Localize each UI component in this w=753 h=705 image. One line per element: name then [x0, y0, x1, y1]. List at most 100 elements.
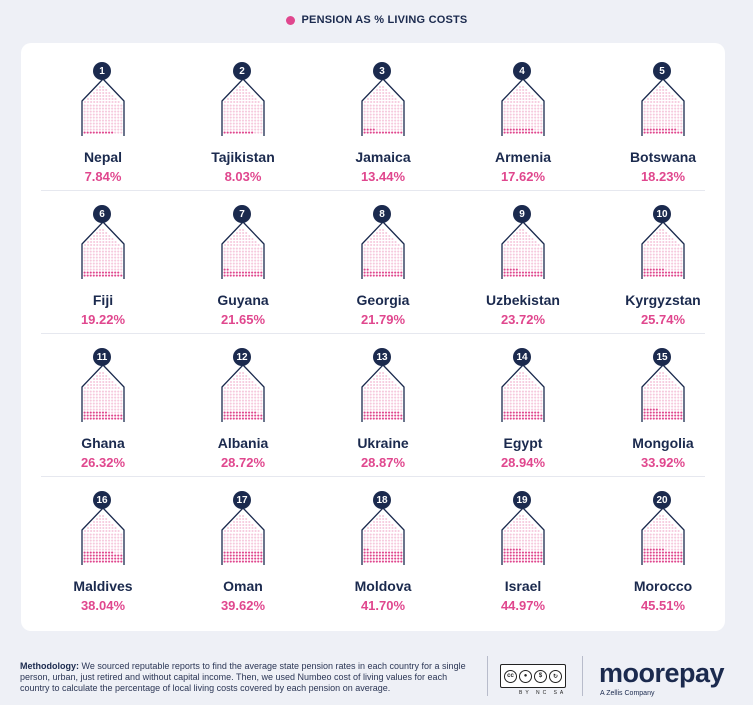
empty-dot [668, 548, 671, 551]
empty-dot [522, 374, 525, 378]
empty-dot [363, 247, 366, 250]
empty-dot [400, 110, 403, 113]
empty-dot [518, 539, 521, 542]
empty-dot [235, 262, 238, 265]
filled-dot [652, 268, 655, 271]
filled-dot [254, 271, 257, 274]
filled-dot [680, 274, 683, 277]
filled-dot [223, 414, 226, 417]
empty-dot [512, 533, 515, 536]
empty-dot [229, 107, 232, 110]
row-divider [41, 476, 705, 477]
filled-dot [540, 554, 543, 557]
filled-dot [375, 271, 378, 274]
empty-dot [515, 399, 518, 402]
empty-dot [89, 94, 93, 98]
filled-dot [89, 560, 92, 563]
empty-dot [363, 100, 367, 104]
empty-dot [223, 243, 227, 247]
empty-dot [400, 122, 403, 125]
filled-dot [643, 414, 646, 417]
filled-dot [89, 551, 92, 554]
empty-dot [108, 113, 111, 116]
filled-dot [366, 551, 369, 554]
empty-dot [381, 265, 385, 268]
empty-dot [111, 110, 114, 113]
filled-dot [120, 414, 123, 417]
empty-dot [101, 262, 105, 265]
empty-dot [366, 253, 369, 256]
empty-dot [232, 399, 235, 402]
filled-dot [394, 271, 397, 274]
empty-dot [668, 256, 671, 259]
empty-dot [226, 125, 229, 128]
empty-dot [661, 533, 665, 536]
filled-dot [111, 557, 114, 560]
empty-dot [92, 122, 95, 125]
empty-dot [254, 393, 257, 396]
country-name: Kyrgyzstan [625, 292, 701, 308]
empty-dot [668, 110, 671, 113]
filled-dot [652, 408, 655, 411]
empty-dot [528, 265, 531, 268]
empty-dot [96, 529, 99, 533]
empty-dot [661, 396, 665, 399]
empty-dot [241, 402, 245, 405]
empty-dot [248, 396, 251, 399]
empty-dot [239, 386, 242, 390]
empty-dot [102, 374, 105, 378]
house-icon [501, 507, 545, 565]
empty-dot [643, 265, 646, 268]
filled-dot [229, 414, 232, 417]
empty-dot [537, 542, 540, 545]
empty-dot [372, 125, 375, 128]
empty-dot [518, 110, 521, 113]
filled-dot [677, 131, 680, 134]
empty-dot [518, 399, 521, 402]
empty-dot [653, 97, 656, 101]
empty-dot [518, 262, 521, 265]
empty-dot [257, 390, 260, 393]
empty-dot [391, 542, 394, 545]
empty-dot [102, 237, 105, 241]
filled-dot [528, 131, 531, 134]
empty-dot [671, 240, 674, 244]
empty-dot [503, 402, 506, 405]
empty-dot [95, 390, 98, 393]
empty-dot [537, 402, 540, 405]
empty-dot [515, 539, 518, 542]
filled-dot [95, 554, 98, 557]
empty-dot [232, 110, 235, 113]
empty-dot [90, 383, 93, 387]
empty-dot [506, 113, 509, 116]
empty-dot [251, 533, 254, 536]
filled-dot [540, 131, 543, 134]
empty-dot [120, 402, 123, 405]
empty-dot [655, 256, 658, 259]
filled-dot [674, 557, 677, 560]
filled-dot [101, 551, 105, 554]
empty-dot [394, 107, 397, 110]
empty-dot [516, 386, 519, 390]
filled-dot [646, 128, 649, 131]
empty-dot [260, 533, 263, 536]
filled-dot [661, 274, 665, 277]
empty-dot [671, 402, 674, 405]
empty-dot [388, 396, 391, 399]
empty-dot [671, 399, 674, 402]
empty-dot [506, 545, 509, 548]
empty-dot [254, 116, 257, 119]
empty-dot [369, 122, 372, 125]
empty-dot [372, 545, 375, 548]
empty-dot [537, 533, 540, 536]
empty-dot [668, 390, 671, 393]
empty-dot [385, 377, 388, 381]
empty-dot [83, 548, 86, 551]
empty-dot [117, 551, 120, 554]
empty-dot [366, 110, 369, 113]
filled-dot [668, 551, 671, 554]
empty-dot [257, 262, 260, 265]
empty-dot [232, 116, 235, 119]
empty-dot [89, 545, 92, 548]
empty-dot [92, 268, 95, 271]
